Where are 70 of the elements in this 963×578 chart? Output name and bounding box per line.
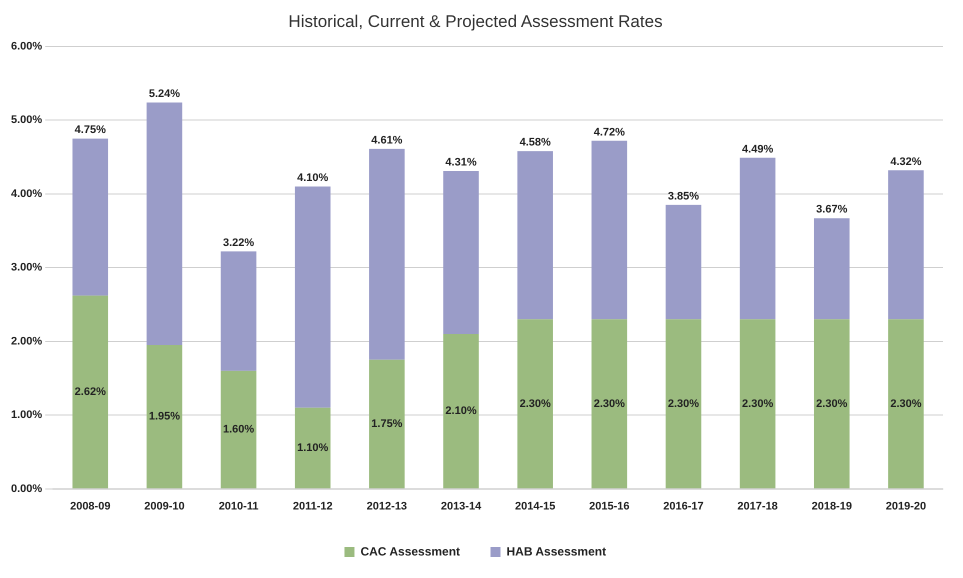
bar	[146, 345, 182, 488]
bar	[146, 102, 182, 346]
data-label: 2.30%	[742, 398, 774, 410]
bar	[369, 148, 405, 360]
bar	[666, 319, 702, 488]
x-tick-label: 2014-15	[514, 500, 556, 512]
x-tick-label: 2008-09	[70, 500, 110, 512]
y-tick-label: 4.00%	[10, 188, 42, 200]
bar	[666, 204, 702, 320]
bar	[517, 319, 553, 488]
bar	[220, 370, 256, 488]
bar	[294, 186, 331, 408]
data-label: 2.30%	[594, 398, 626, 410]
total-label: 4.75%	[74, 124, 106, 136]
y-tick-label: 1.00%	[10, 409, 42, 422]
x-tick-label: 2013-14	[440, 500, 482, 512]
y-tick-label: 5.00%	[10, 114, 42, 126]
data-label: 2.30%	[520, 398, 551, 410]
legend-label: HAB Assessment	[506, 544, 606, 558]
bar	[592, 140, 628, 320]
total-label: 3.85%	[668, 190, 700, 202]
bar	[517, 151, 553, 320]
bar	[72, 296, 108, 488]
bar	[369, 360, 405, 488]
data-label: 1.95%	[148, 410, 180, 423]
bar	[814, 319, 850, 488]
x-tick-label: 2009-10	[144, 500, 185, 512]
bar	[740, 319, 776, 488]
bar	[888, 170, 924, 320]
total-label: 5.24%	[148, 88, 180, 100]
bar	[592, 319, 628, 488]
x-tick-label: 2015-16	[589, 500, 630, 512]
data-label: 2.62%	[74, 386, 106, 398]
x-tick-label: 2010-11	[218, 500, 258, 512]
total-label: 4.61%	[371, 134, 403, 146]
total-label: 4.32%	[890, 156, 922, 168]
y-tick-label: 0.00%	[10, 482, 42, 495]
chart-title: Historical, Current & Projected Assessment Rates	[288, 12, 663, 31]
bar	[72, 138, 108, 296]
bar	[443, 171, 479, 334]
bar	[740, 158, 776, 320]
data-label: 1.60%	[222, 424, 254, 436]
y-tick-label: 3.00%	[10, 262, 42, 274]
x-tick-label: 2018-19	[812, 500, 852, 512]
total-label: 4.49%	[742, 143, 774, 156]
bar	[814, 218, 850, 320]
total-label: 4.31%	[445, 156, 477, 169]
data-label: 2.30%	[816, 398, 848, 410]
y-tick-label: 6.00%	[10, 40, 42, 52]
x-tick-label: 2016-17	[663, 500, 704, 512]
total-label: 3.22%	[222, 236, 254, 249]
x-tick-label: 2011-12	[292, 500, 333, 512]
data-label: 2.30%	[668, 398, 700, 410]
x-tick-label: 2017-18	[737, 500, 778, 512]
total-label: 4.10%	[297, 172, 329, 184]
bar	[443, 334, 479, 488]
x-tick-label: 2019-20	[886, 500, 926, 512]
bar	[294, 408, 331, 488]
data-label: 1.75%	[371, 418, 403, 430]
legend-label: CAC Assessment	[360, 544, 460, 558]
total-label: 4.58%	[520, 136, 551, 149]
total-label: 4.72%	[594, 126, 626, 138]
total-label: 3.67%	[816, 204, 848, 216]
bar	[888, 319, 924, 488]
data-label: 2.10%	[445, 405, 477, 418]
data-label: 2.30%	[890, 398, 922, 410]
bar	[220, 251, 256, 371]
y-tick-label: 2.00%	[10, 335, 42, 348]
data-label: 1.10%	[297, 442, 329, 454]
x-tick-label: 2012-13	[366, 500, 408, 512]
